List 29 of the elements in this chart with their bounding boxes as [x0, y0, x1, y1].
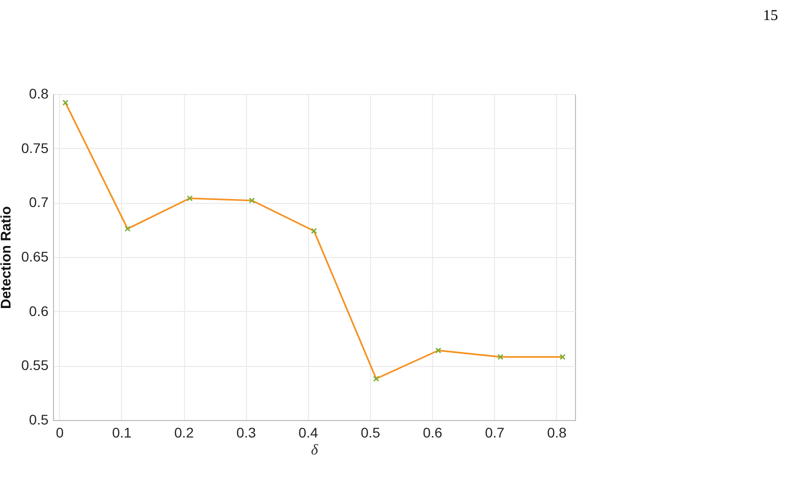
- x-tick-label: 0.2: [174, 424, 194, 440]
- point: [124, 226, 131, 232]
- point: [435, 347, 442, 354]
- y-tick-label: 0.7: [29, 194, 49, 210]
- point: [62, 100, 68, 106]
- x-tick-label: 0.8: [547, 424, 567, 440]
- y-axis-title: Detection Ratio: [0, 206, 14, 309]
- y-tick-label: 0.55: [21, 357, 49, 374]
- y-tick-label: 0.8: [29, 86, 49, 102]
- line-series: [64, 102, 564, 380]
- x-tick-label: 0.7: [484, 424, 505, 440]
- point: [311, 228, 317, 234]
- point: [186, 195, 193, 202]
- x-tick-label: 0.1: [112, 424, 132, 440]
- text: 15: [763, 8, 778, 24]
- point: [560, 354, 566, 360]
- point: [497, 354, 504, 360]
- y-tick-label: 0.5: [29, 412, 49, 428]
- x-tick-label: 0.3: [236, 424, 256, 440]
- y-tick-label: 0.6: [29, 302, 49, 319]
- y-tick-label: 0.75: [21, 140, 49, 156]
- x-axis-title: δ: [311, 442, 320, 458]
- x-tick-label: 0.6: [422, 424, 443, 440]
- x-tick-label: 0: [56, 424, 64, 440]
- x-tick-label: 0.5: [360, 424, 380, 440]
- point: [248, 198, 255, 204]
- point: [373, 376, 380, 382]
- y-tick-label: 0.65: [21, 248, 49, 264]
- x-tick-label: 0.4: [298, 424, 318, 440]
